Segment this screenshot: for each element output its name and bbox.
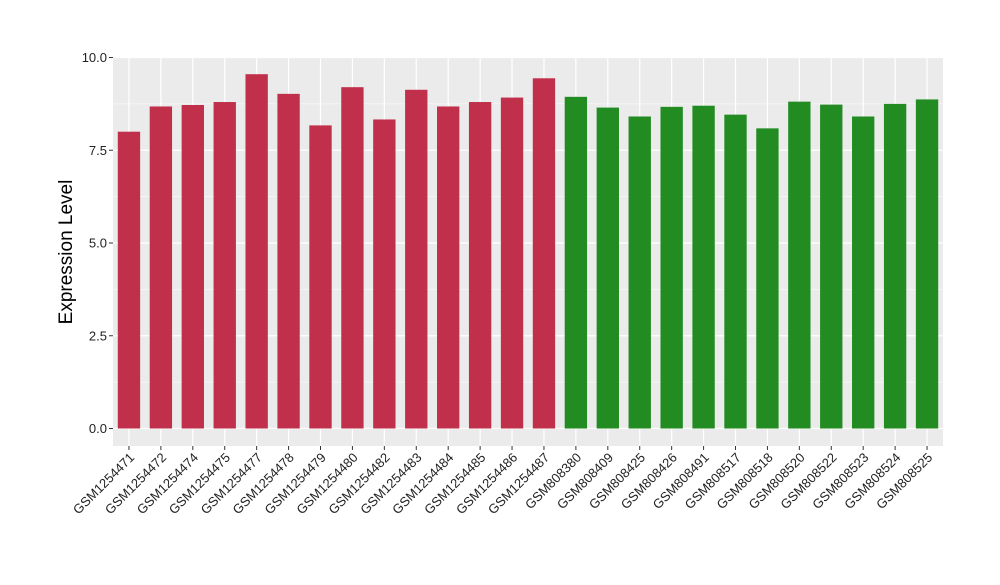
y-tick-label: 0.0 [89, 421, 107, 436]
bar-GSM1254486 [500, 97, 524, 429]
plot-panel [113, 57, 943, 446]
bar-GSM1254478 [277, 93, 300, 429]
bar-GSM1254474 [181, 104, 204, 429]
bar-GSM808520 [788, 101, 811, 429]
bar-GSM1254471 [117, 131, 141, 429]
bar-GSM1254475 [213, 102, 236, 429]
bar-GSM1254484 [437, 106, 460, 429]
bar-GSM808518 [756, 128, 779, 429]
bar-GSM1254483 [405, 89, 428, 429]
bar-GSM808524 [883, 103, 907, 429]
bar-GSM1254482 [373, 119, 396, 429]
y-tick-label: 5.0 [89, 236, 107, 251]
bar-GSM1254480 [341, 87, 364, 429]
bar-GSM808425 [628, 116, 651, 429]
y-tick-label: 10.0 [82, 50, 107, 65]
bar-GSM1254472 [149, 106, 173, 429]
bar-GSM1254479 [309, 125, 332, 429]
bar-GSM808426 [660, 106, 683, 429]
y-tick-label: 7.5 [89, 143, 107, 158]
bar-GSM1254485 [468, 102, 492, 429]
bar-GSM808522 [820, 104, 843, 429]
bar-GSM808525 [915, 99, 939, 429]
bar-GSM1254487 [532, 78, 556, 429]
bar-GSM808409 [596, 107, 619, 429]
y-tick-label: 2.5 [89, 328, 107, 343]
bar-GSM1254477 [245, 74, 268, 429]
bar-GSM808491 [692, 105, 715, 429]
y-axis-title: Expression Level [56, 180, 77, 325]
bar-GSM808523 [852, 116, 875, 429]
bar-GSM808380 [564, 96, 588, 429]
bar-GSM808517 [724, 114, 747, 429]
